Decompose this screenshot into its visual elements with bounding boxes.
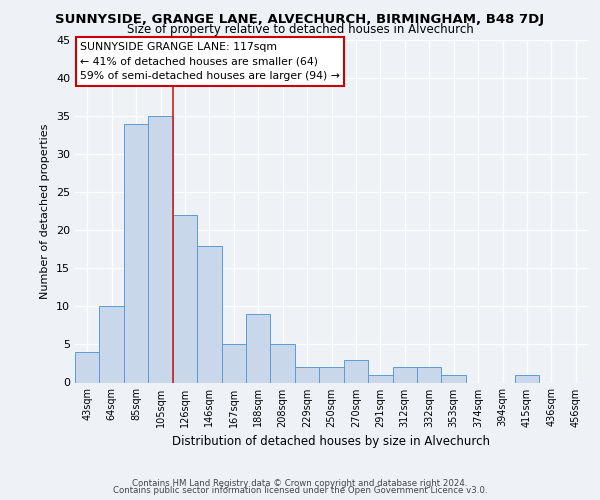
Text: Contains HM Land Registry data © Crown copyright and database right 2024.: Contains HM Land Registry data © Crown c… [132, 478, 468, 488]
Bar [246, 314, 271, 382]
Y-axis label: Number of detached properties: Number of detached properties [40, 124, 50, 299]
Bar [442, 375, 466, 382]
Bar [148, 116, 173, 382]
X-axis label: Distribution of detached houses by size in Alvechurch: Distribution of detached houses by size … [173, 435, 491, 448]
Text: SUNNYSIDE, GRANGE LANE, ALVECHURCH, BIRMINGHAM, B48 7DJ: SUNNYSIDE, GRANGE LANE, ALVECHURCH, BIRM… [55, 12, 545, 26]
Bar [319, 368, 344, 382]
Text: Contains public sector information licensed under the Open Government Licence v3: Contains public sector information licen… [113, 486, 487, 495]
Text: Size of property relative to detached houses in Alvechurch: Size of property relative to detached ho… [127, 22, 473, 36]
Bar [344, 360, 368, 382]
Bar [173, 215, 197, 382]
Bar [124, 124, 148, 382]
Bar [197, 246, 221, 382]
Bar [417, 368, 442, 382]
Bar [392, 368, 417, 382]
Bar [368, 375, 392, 382]
Bar [100, 306, 124, 382]
Bar [271, 344, 295, 383]
Bar [515, 375, 539, 382]
Bar [295, 368, 319, 382]
Text: SUNNYSIDE GRANGE LANE: 117sqm
← 41% of detached houses are smaller (64)
59% of s: SUNNYSIDE GRANGE LANE: 117sqm ← 41% of d… [80, 42, 340, 82]
Bar [221, 344, 246, 383]
Bar [75, 352, 100, 382]
